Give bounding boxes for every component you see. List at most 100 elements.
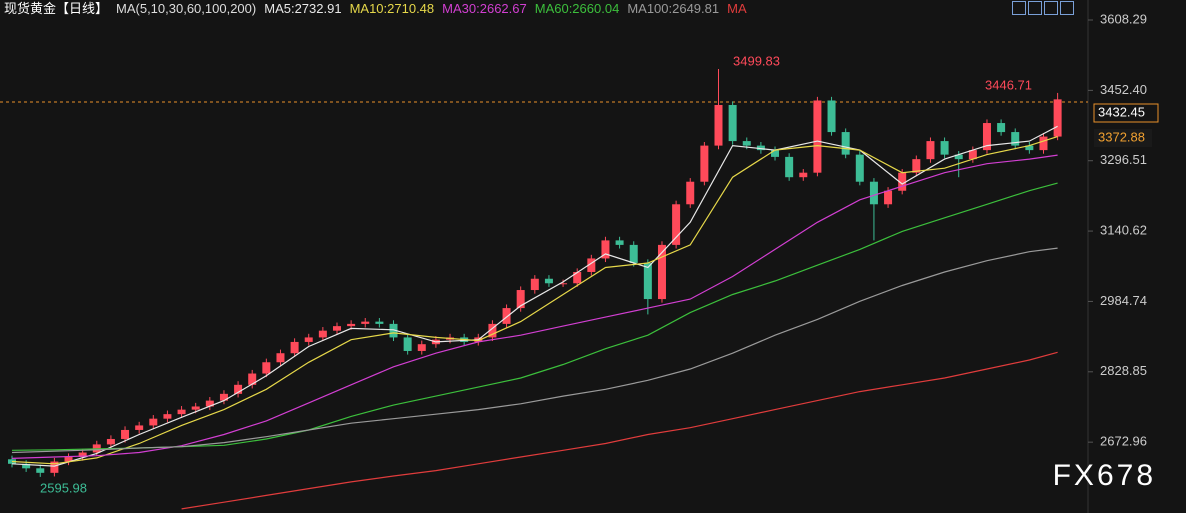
candle-body bbox=[714, 104, 723, 146]
candle-body bbox=[403, 337, 412, 351]
candle-body bbox=[191, 406, 200, 410]
candle-body bbox=[347, 323, 356, 327]
candle-body bbox=[841, 132, 850, 155]
candle-body bbox=[121, 429, 130, 439]
ma-line bbox=[11, 154, 1058, 459]
candle-body bbox=[1025, 145, 1034, 151]
candle-body bbox=[686, 181, 695, 205]
candle-body bbox=[304, 337, 313, 342]
candle-body bbox=[163, 414, 172, 419]
toolbar bbox=[1012, 1, 1074, 15]
candle-body bbox=[248, 373, 257, 385]
candle-body bbox=[544, 278, 553, 284]
candle-body bbox=[629, 244, 638, 263]
y-tick-label: 3452.40 bbox=[1100, 82, 1147, 97]
candle-body bbox=[573, 271, 582, 284]
ma-tag-text: 3372.88 bbox=[1098, 129, 1145, 144]
candle-body bbox=[375, 321, 384, 324]
ma-tag bbox=[1094, 129, 1152, 147]
ma-params: MA(5,10,30,60,100,200) bbox=[116, 1, 257, 16]
candle-body bbox=[601, 240, 610, 259]
candle-body bbox=[869, 181, 878, 205]
candle-body bbox=[332, 326, 341, 331]
tool-icon[interactable] bbox=[1012, 1, 1026, 15]
candle-body bbox=[389, 323, 398, 338]
candle-body bbox=[502, 308, 511, 324]
ma-line bbox=[11, 136, 1058, 465]
candle-body bbox=[106, 438, 115, 445]
y-tick-label: 3296.51 bbox=[1100, 152, 1147, 167]
candle-body bbox=[1053, 99, 1062, 137]
candle-body bbox=[968, 150, 977, 160]
legend-entry: MA60:2660.04 bbox=[534, 1, 620, 16]
candle-body bbox=[290, 341, 299, 354]
tool-icon[interactable] bbox=[1028, 1, 1042, 15]
candle-body bbox=[940, 141, 949, 155]
candle-body bbox=[827, 100, 836, 133]
tool-icon[interactable] bbox=[1060, 1, 1074, 15]
candle-body bbox=[954, 154, 963, 160]
candle-body bbox=[361, 321, 370, 324]
candle-body bbox=[643, 262, 652, 300]
instrument-title: 现货黄金【日线】 bbox=[4, 1, 109, 16]
candle-body bbox=[884, 190, 893, 205]
candle-body bbox=[22, 463, 31, 469]
candle-body bbox=[516, 290, 525, 309]
candle-body bbox=[657, 244, 666, 300]
candle-body bbox=[318, 330, 327, 338]
candle-body bbox=[785, 156, 794, 178]
candle-body bbox=[1039, 136, 1048, 151]
high-annotation: 3499.83 bbox=[733, 53, 780, 68]
candle-body bbox=[615, 240, 624, 245]
price-tag-text: 3432.45 bbox=[1098, 104, 1145, 119]
candle-body bbox=[742, 141, 751, 146]
candle-body bbox=[898, 172, 907, 191]
candle-body bbox=[205, 400, 214, 407]
candle-body bbox=[912, 159, 921, 173]
candle-body bbox=[276, 353, 285, 363]
legend-entry: MA30:2662.67 bbox=[442, 1, 527, 16]
candle-body bbox=[700, 145, 709, 182]
y-tick-label: 2672.96 bbox=[1100, 434, 1147, 449]
candle-body bbox=[149, 418, 158, 426]
y-tick-label: 2984.74 bbox=[1100, 293, 1147, 308]
price-tag bbox=[1093, 103, 1159, 123]
header: 现货黄金【日线】 MA(5,10,30,60,100,200) MA5:2732.9… bbox=[4, 0, 747, 18]
candle-body bbox=[417, 344, 426, 351]
legend-entry: MA bbox=[727, 1, 747, 16]
candle-body bbox=[50, 461, 59, 473]
legend-entry: MA5:2732.91 bbox=[264, 1, 342, 16]
candle-body bbox=[982, 123, 991, 151]
candle-body bbox=[234, 384, 243, 394]
legend-entry: MA10:2710.48 bbox=[349, 1, 435, 16]
candle-body bbox=[488, 323, 497, 338]
candle-body bbox=[771, 150, 780, 157]
candle-body bbox=[756, 145, 765, 151]
candle-body bbox=[1011, 132, 1020, 146]
ma-line bbox=[11, 247, 1058, 454]
y-tick-label: 3608.29 bbox=[1100, 11, 1147, 26]
candle-body bbox=[799, 172, 808, 178]
tool-icon[interactable] bbox=[1044, 1, 1058, 15]
ma-line bbox=[181, 351, 1058, 510]
low-annotation: 2595.98 bbox=[40, 480, 87, 495]
y-tick-label: 2828.85 bbox=[1100, 363, 1147, 378]
candle-body bbox=[219, 393, 228, 401]
legend-entry: MA100:2649.81 bbox=[627, 1, 720, 16]
candle-body bbox=[672, 204, 681, 245]
ma-line bbox=[11, 125, 1058, 467]
candle-body bbox=[36, 468, 45, 473]
candle-body bbox=[559, 283, 568, 285]
candle-body bbox=[78, 452, 87, 458]
candle-body bbox=[997, 123, 1006, 133]
watermark: FX678 bbox=[1052, 459, 1156, 492]
y-tick-label: 3140.62 bbox=[1100, 223, 1147, 238]
candle-body bbox=[926, 141, 935, 160]
candle-body bbox=[728, 104, 737, 142]
candle-body bbox=[855, 154, 864, 182]
candle-body bbox=[262, 362, 271, 374]
high-annotation: 3446.71 bbox=[985, 77, 1032, 92]
candle-body bbox=[587, 258, 596, 272]
